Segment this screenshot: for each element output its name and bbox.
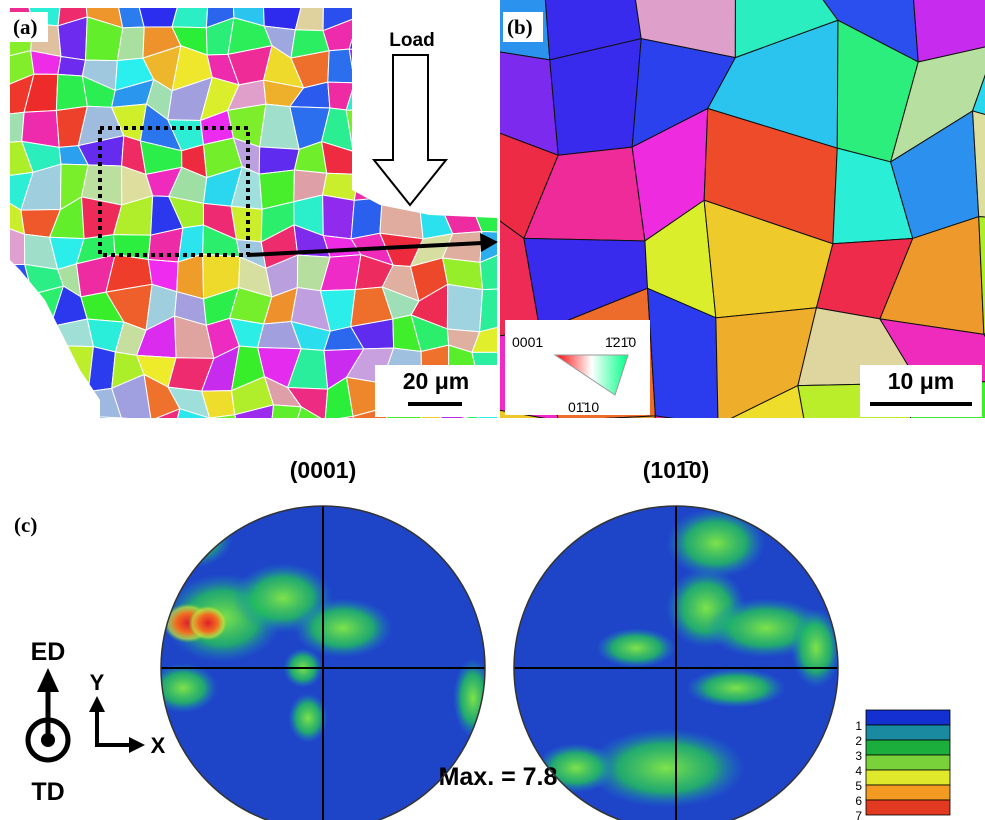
grain: [388, 0, 412, 28]
pole-figure-title: (101̄0): [643, 457, 709, 483]
grain: [177, 254, 204, 299]
colorbar-label: 5: [855, 779, 862, 793]
grain: [442, 0, 475, 21]
colorbar-label: 1: [855, 719, 862, 733]
grain: [269, 405, 302, 450]
panel-label: (b): [507, 15, 533, 39]
pole-figure: [514, 506, 841, 820]
axis-label: Y: [90, 670, 105, 695]
grain: [172, 0, 209, 28]
scale-label: 20 μm: [403, 368, 470, 394]
panel-label: (c): [14, 513, 37, 537]
key-label: 1̄21̄0: [605, 334, 636, 350]
density: [666, 508, 766, 578]
grain: [438, 106, 478, 141]
colorbar-band: [866, 770, 950, 785]
colorbar-band: [866, 785, 950, 800]
grain: [47, 345, 94, 391]
colorbar-band: [866, 740, 950, 755]
grain: [540, 416, 655, 487]
axis-label: X: [151, 733, 166, 758]
density: [791, 608, 841, 688]
grain: [53, 384, 88, 418]
grain: [26, 418, 64, 451]
grain: [408, 0, 451, 28]
grain: [58, 56, 86, 76]
grain: [21, 377, 61, 418]
grain: [53, 416, 87, 449]
colorbar-label: 3: [855, 749, 862, 763]
grain: [0, 314, 26, 356]
grain: [438, 82, 478, 106]
grain: [472, 165, 502, 210]
grain: [0, 112, 24, 143]
grain: [353, 144, 381, 175]
grain: [325, 416, 356, 441]
panel-label: (a): [13, 15, 38, 39]
grain: [121, 418, 151, 446]
grain: [346, 110, 386, 151]
colorbar-label: 6: [855, 794, 862, 808]
density: [596, 628, 676, 668]
density-high: [188, 605, 228, 641]
grain: [354, 170, 382, 200]
grain: [88, 347, 115, 392]
colorbar-label: 7: [855, 809, 862, 820]
grain: [0, 376, 26, 418]
density: [453, 658, 493, 738]
grain: [351, 198, 382, 239]
grain: [3, 292, 32, 322]
ebsd-map-b: [443, 0, 985, 517]
density: [686, 668, 786, 708]
grain: [26, 314, 50, 356]
grain: [197, 415, 242, 445]
grain: [349, 49, 392, 83]
grain: [0, 352, 26, 377]
axis-label: ED: [31, 638, 66, 666]
colorbar-band: [866, 725, 950, 740]
axis-label: TD: [31, 778, 64, 806]
grain: [380, 198, 423, 239]
scale-label: 10 μm: [888, 368, 955, 394]
grain: [478, 421, 505, 451]
grain: [438, 17, 482, 57]
density: [148, 663, 218, 713]
grain: [441, 140, 478, 171]
grain: [447, 284, 482, 331]
grain: [346, 80, 386, 110]
grain: [439, 167, 475, 207]
figure: Load (a) 20 μm (b) 0001 1̄21̄0 01̄10 10 …: [0, 0, 985, 820]
axis-arrow-head: [89, 696, 105, 712]
td-symbol: [41, 733, 55, 747]
grain: [0, 413, 30, 451]
key-label: 01̄10: [568, 399, 599, 415]
grain: [438, 54, 482, 85]
density: [153, 508, 233, 568]
grain: [77, 416, 122, 442]
colorbar-label: 2: [855, 734, 862, 748]
key-label: 0001: [512, 334, 543, 350]
axis-arrow-head: [37, 668, 59, 692]
max-label: Max. = 7.8: [439, 763, 558, 791]
colorbar-band: [866, 800, 950, 815]
pole-figure-title: (0001): [290, 457, 356, 483]
colorbar-band: [866, 755, 950, 770]
grain: [323, 195, 355, 239]
grain: [351, 0, 388, 20]
load-arrow: [374, 55, 446, 205]
grain: [349, 17, 392, 51]
colorbar-band: [866, 710, 950, 725]
grain: [47, 319, 94, 347]
grain: [295, 0, 323, 31]
colorbar-label: 4: [855, 764, 862, 778]
load-label: Load: [389, 30, 434, 51]
grain: [21, 345, 61, 384]
axis-arrow-head: [129, 737, 145, 753]
